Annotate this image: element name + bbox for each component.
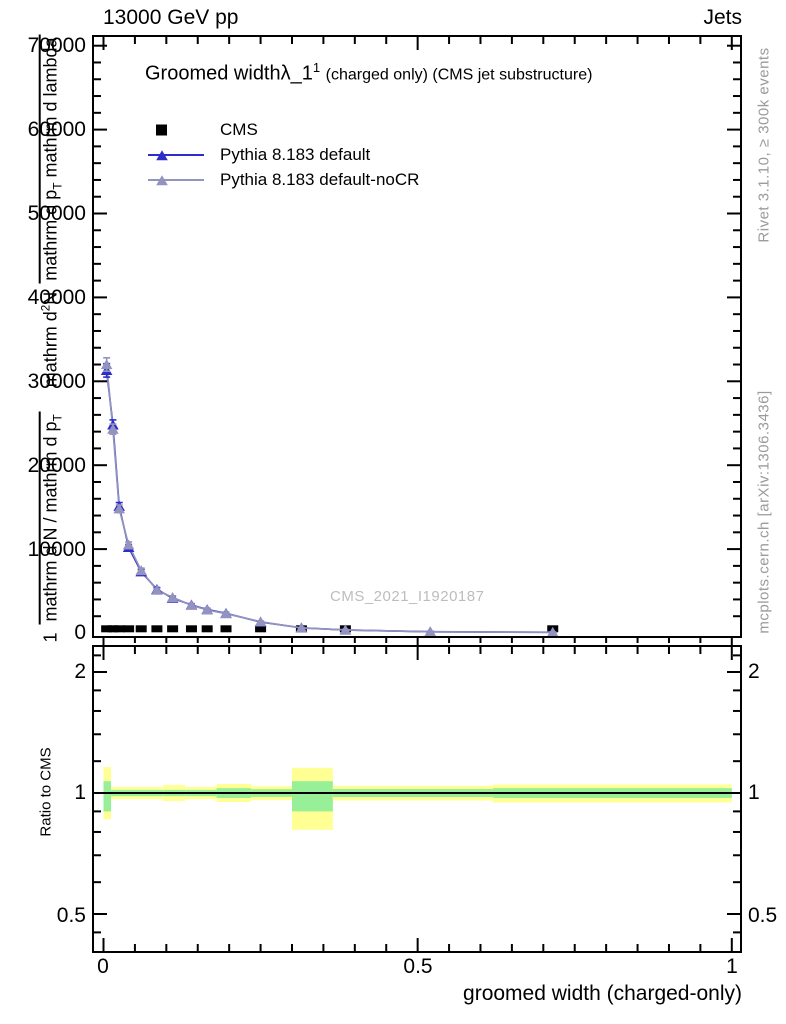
cms-square-marker-icon (156, 124, 167, 135)
plot-title-detail: (charged only) (CMS jet substructure) (325, 66, 593, 84)
y-tick-20000: 20000 (27, 454, 86, 477)
y-tick-50000: 50000 (27, 202, 86, 225)
triangle-line-marker-icon (148, 149, 204, 160)
ratio-tick-1-left: 1 (74, 781, 86, 804)
legend-item-cms: CMS (148, 117, 419, 142)
x-axis-label: groomed width (charged-only) (463, 982, 742, 1005)
x-tick-1: 1 (726, 955, 738, 978)
y-axis-label-fraction-1: 1 mathrm d N / mathrm d pT (38, 411, 64, 645)
ratio-tick-1-right: 1 (748, 781, 760, 804)
ratio-tick-2-left: 2 (74, 660, 86, 683)
y-tick-0: 0 (74, 621, 86, 644)
y-axis-label-fraction-2: mathrm d2N mathrm d pT mathrm d lambda (38, 34, 64, 390)
y-tick-10000: 10000 (27, 538, 86, 561)
plot-title-main: Groomed widthλ_1 (145, 62, 313, 85)
fraction-numerator: mathrm d2N (39, 291, 61, 388)
plot-title-superscript: 1 (312, 60, 321, 75)
y-tick-70000: 70000 (27, 34, 86, 57)
legend-item-pythia-default: Pythia 8.183 default (148, 142, 419, 167)
analysis-group-label: Jets (703, 6, 742, 29)
y-tick-40000: 40000 (27, 286, 86, 309)
ratio-tick-05-left: 0.5 (56, 904, 86, 927)
legend-item-pythia-nocr: Pythia 8.183 default-noCR (148, 167, 419, 192)
watermark-analysis-id: CMS_2021_I1920187 (330, 588, 485, 605)
legend: CMS Pythia 8.183 default Pythia 8.183 de… (148, 117, 419, 192)
ratio-plot-canvas (92, 645, 742, 953)
legend-label: Pythia 8.183 default (220, 144, 371, 164)
legend-label: CMS (220, 119, 258, 139)
x-tick-05: 0.5 (403, 955, 433, 978)
y-tick-60000: 60000 (27, 118, 86, 141)
x-tick-0: 0 (97, 955, 109, 978)
mcplots-reference-note: mcplots.cern.ch [arXiv:1306.3436] (755, 390, 773, 634)
legend-label: Pythia 8.183 default-noCR (220, 169, 420, 189)
triangle-line-marker-icon (148, 174, 204, 185)
ratio-tick-05-right: 0.5 (748, 904, 778, 927)
rivet-version-note: Rivet 3.1.10, ≥ 300k events (755, 47, 773, 243)
main-plot-canvas (92, 35, 742, 647)
fraction-denominator: mathrm d pT mathrm d lambda (38, 34, 64, 284)
fraction-numerator: 1 (40, 632, 61, 643)
plot-title: Groomed widthλ_11 (charged only) (CMS je… (145, 60, 592, 86)
y-tick-30000: 30000 (27, 370, 86, 393)
ratio-y-axis-label: Ratio to CMS (37, 747, 55, 837)
y-axis-label-main: 1 mathrm d N / mathrm d pT mathrm d2N ma… (38, 34, 64, 645)
fraction-denominator: mathrm d N / mathrm d pT (38, 411, 64, 625)
beam-energy-label: 13000 GeV pp (103, 6, 239, 29)
ratio-tick-2-right: 2 (748, 660, 760, 683)
